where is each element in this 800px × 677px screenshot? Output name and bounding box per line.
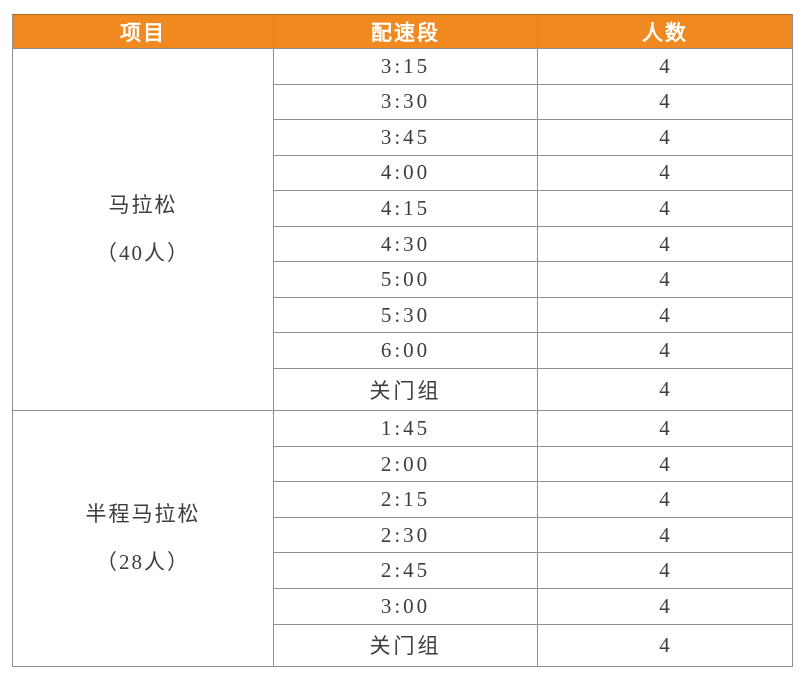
group-count: （40人） [96, 240, 190, 265]
pace-cell: 5:00 [273, 261, 538, 298]
count-cell: 4 [537, 261, 793, 298]
count-cell: 4 [537, 410, 793, 447]
table-row: 5:30 4 [13, 296, 793, 334]
header-pace-segment: 配速段 [273, 14, 538, 49]
pace-cell: 4:00 [273, 154, 538, 192]
count-cell: 4 [537, 83, 793, 121]
table-row: 2:15 4 [13, 481, 793, 518]
table-row: 4:15 4 [13, 190, 793, 227]
header-people-count: 人数 [537, 14, 793, 49]
count-cell: 4 [537, 296, 793, 334]
header-row: 项目 配速段 人数 [12, 14, 793, 49]
table-row: 关门组 4 [13, 623, 793, 668]
count-cell: 4 [537, 445, 793, 483]
table-row: 3:45 4 [13, 119, 793, 156]
pace-cell: 4:15 [273, 190, 538, 227]
count-cell: 4 [537, 190, 793, 227]
group-count: （28人） [96, 549, 190, 574]
table-row: 6:00 4 [13, 332, 793, 369]
table-row: 3:30 4 [13, 83, 793, 121]
count-cell: 4 [537, 225, 793, 263]
header-project: 项目 [12, 14, 274, 49]
table-row: 半程马拉松 （28人） 1:45 4 [12, 410, 793, 667]
count-cell: 4 [537, 552, 793, 590]
pace-cell: 2:45 [273, 552, 538, 590]
count-cell: 4 [537, 481, 793, 518]
table-row: 马拉松 （40人） 3:15 4 [12, 47, 793, 412]
pace-cell: 3:00 [273, 588, 538, 625]
count-cell: 4 [537, 119, 793, 156]
count-cell: 4 [537, 516, 793, 554]
pace-cell: 3:30 [273, 83, 538, 121]
count-cell: 4 [537, 588, 793, 625]
count-cell: 4 [537, 332, 793, 369]
pace-table: 项目 配速段 人数 马拉松 （40人） 3:15 4 3:30 4 3:45 [12, 14, 793, 668]
count-cell: 4 [537, 623, 793, 668]
pace-cell: 3:15 [273, 48, 538, 85]
pace-cell: 1:45 [273, 410, 538, 447]
count-cell: 4 [537, 154, 793, 192]
table-row: 3:00 4 [13, 588, 793, 625]
pace-cell: 4:30 [273, 225, 538, 263]
group-name: 半程马拉松 [85, 502, 201, 527]
pace-cell: 6:00 [273, 332, 538, 369]
count-cell: 4 [537, 48, 793, 85]
group-cell-marathon: 马拉松 （40人） [12, 47, 274, 412]
pace-cell: 关门组 [273, 623, 538, 668]
pace-cell: 2:30 [273, 516, 538, 554]
group-name: 马拉松 [108, 193, 178, 218]
table-row: 2:30 4 [13, 516, 793, 554]
pace-cell: 3:45 [273, 119, 538, 156]
pace-cell: 2:00 [273, 445, 538, 483]
table-row: 4:00 4 [13, 154, 793, 192]
pace-cell: 5:30 [273, 296, 538, 334]
table-row: 关门组 4 [13, 367, 793, 412]
count-cell: 4 [537, 367, 793, 412]
table-row: 2:45 4 [13, 552, 793, 590]
table-row: 2:00 4 [13, 445, 793, 483]
group-cell-half-marathon: 半程马拉松 （28人） [12, 410, 274, 667]
pace-cell: 2:15 [273, 481, 538, 518]
pace-cell: 关门组 [273, 367, 538, 412]
